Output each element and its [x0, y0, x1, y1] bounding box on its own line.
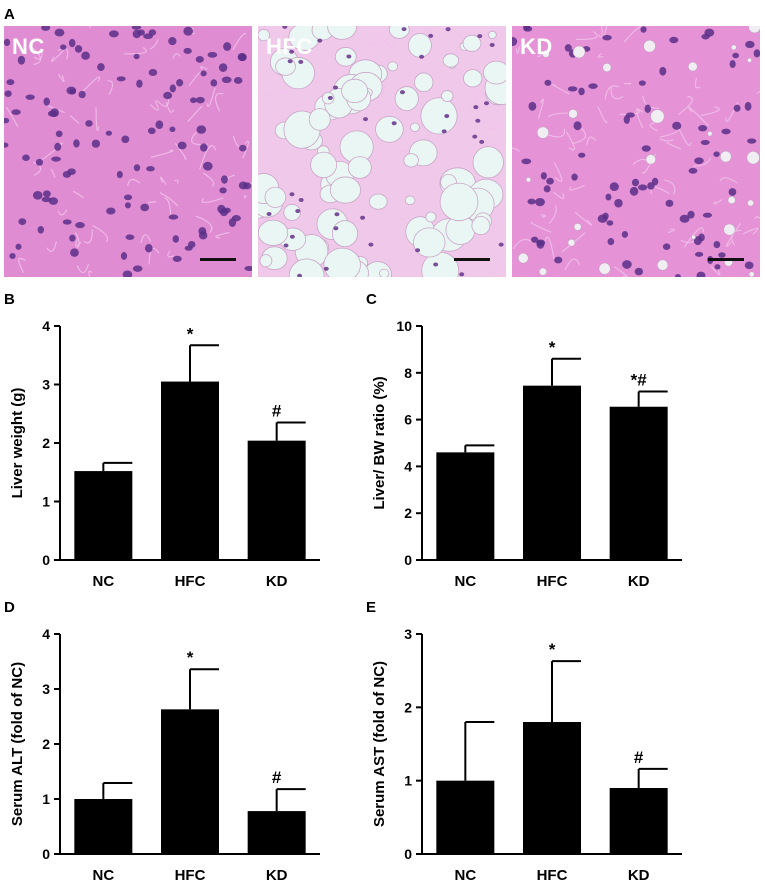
bar — [523, 722, 581, 854]
panel-letter-d: D — [4, 599, 15, 616]
y-tick-label: 10 — [396, 318, 412, 334]
micrograph-nc: NC — [4, 26, 252, 277]
y-axis-label: Liver weight (g) — [9, 388, 26, 499]
bar — [247, 440, 306, 560]
chart-liver-bw-ratio: Liver/ BW ratio (%) 0 2 4 6 8 10 NC * HFC *# KD — [362, 300, 752, 600]
y-axis-label: Liver/ BW ratio (%) — [371, 376, 388, 509]
y-tick-label: 1 — [42, 791, 50, 807]
y-tick-label: 3 — [42, 681, 50, 697]
significance-marker: * — [187, 648, 194, 667]
x-tick-label: KD — [628, 573, 650, 590]
y-tick-label: 4 — [404, 458, 412, 474]
micrograph-kd-image — [512, 26, 760, 277]
significance-marker: # — [634, 748, 644, 767]
micrograph-kd: KD — [512, 26, 760, 277]
x-tick-label: KD — [266, 573, 288, 590]
y-tick-label: 0 — [404, 552, 412, 568]
bar — [161, 381, 219, 560]
y-tick-label: 4 — [42, 318, 50, 334]
micrograph-nc-image — [4, 26, 252, 277]
y-axis-label: Serum ALT (fold of NC) — [9, 662, 26, 826]
x-tick-label: HFC — [537, 573, 568, 590]
x-tick-label: HFC — [175, 573, 206, 590]
y-tick-label: 0 — [42, 552, 50, 568]
bar — [523, 385, 581, 560]
chart-serum-alt: Serum ALT (fold of NC) 0 1 2 3 4 NC * HFC # KD — [0, 608, 370, 894]
significance-marker: # — [272, 768, 282, 787]
bar — [436, 780, 495, 854]
micrograph-kd-label: KD — [520, 34, 553, 59]
y-tick-label: 3 — [42, 377, 50, 393]
x-tick-label: KD — [628, 867, 650, 884]
y-tick-label: 2 — [404, 699, 412, 715]
bar — [609, 788, 668, 854]
micrograph-hfc-label: HFC — [266, 34, 313, 59]
y-tick-label: 4 — [42, 626, 50, 642]
y-tick-label: 3 — [404, 626, 412, 642]
y-tick-label: 2 — [42, 736, 50, 752]
panel-letter-b: B — [4, 291, 15, 308]
significance-marker: *# — [631, 371, 648, 390]
chart-liver-weight: Liver weight (g) 0 1 2 3 4 NC * HFC # KD — [0, 300, 370, 600]
y-tick-label: 8 — [404, 365, 412, 381]
panel-letter-c: C — [366, 291, 377, 308]
y-tick-label: 0 — [42, 846, 50, 862]
x-tick-label: HFC — [537, 867, 568, 884]
bar — [74, 799, 133, 854]
x-tick-label: NC — [454, 573, 476, 590]
scale-bar — [708, 258, 744, 261]
bar — [161, 709, 219, 854]
panel-letter-e: E — [366, 599, 377, 616]
bar — [247, 811, 306, 854]
significance-marker: * — [549, 640, 556, 659]
x-tick-label: KD — [266, 867, 288, 884]
y-tick-label: 2 — [42, 435, 50, 451]
x-tick-label: HFC — [175, 867, 206, 884]
x-tick-label: NC — [92, 573, 114, 590]
micrograph-hfc-image — [258, 26, 506, 277]
y-tick-label: 1 — [42, 494, 50, 510]
scale-bar — [200, 258, 236, 261]
bar — [74, 471, 133, 560]
bar — [436, 452, 495, 560]
x-tick-label: NC — [92, 867, 114, 884]
y-tick-label: 6 — [404, 412, 412, 428]
bar — [609, 406, 668, 560]
scale-bar — [454, 258, 490, 261]
y-tick-label: 2 — [404, 505, 412, 521]
significance-marker: * — [187, 324, 194, 343]
chart-serum-ast: Serum AST (fold of NC) 0 1 2 3 NC * HFC # KD — [362, 608, 752, 894]
y-axis-label: Serum AST (fold of NC) — [371, 661, 388, 827]
micrograph-hfc: HFC — [258, 26, 506, 277]
y-tick-label: 1 — [404, 773, 412, 789]
significance-marker: * — [549, 338, 556, 357]
panel-letter-a: A — [4, 6, 15, 23]
micrograph-nc-label: NC — [12, 34, 45, 59]
x-tick-label: NC — [454, 867, 476, 884]
significance-marker: # — [272, 402, 282, 421]
y-tick-label: 0 — [404, 846, 412, 862]
